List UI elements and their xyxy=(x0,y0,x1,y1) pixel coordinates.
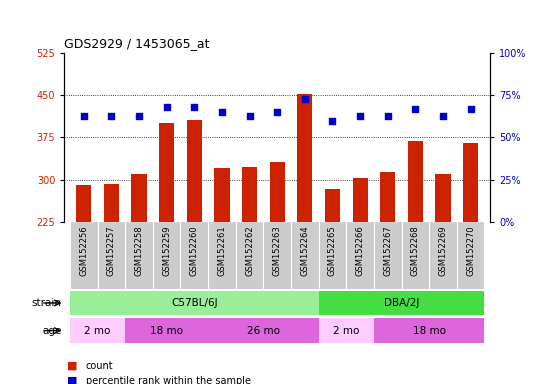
Bar xyxy=(180,222,208,289)
Text: count: count xyxy=(86,361,113,371)
Point xyxy=(245,113,254,119)
Point xyxy=(438,113,447,119)
Bar xyxy=(125,318,208,343)
Text: GSM152267: GSM152267 xyxy=(383,225,392,276)
Text: GSM152270: GSM152270 xyxy=(466,225,475,276)
Bar xyxy=(263,222,291,289)
Bar xyxy=(186,120,202,222)
Text: 26 mo: 26 mo xyxy=(247,326,280,336)
Bar xyxy=(125,222,153,289)
Point xyxy=(162,104,171,110)
Bar xyxy=(374,318,484,343)
Bar xyxy=(380,172,395,222)
Point xyxy=(80,113,88,119)
Text: GSM152264: GSM152264 xyxy=(300,225,309,276)
Bar xyxy=(70,318,125,343)
Point xyxy=(107,113,116,119)
Text: GSM152265: GSM152265 xyxy=(328,225,337,276)
Bar xyxy=(436,174,451,222)
Text: GSM152268: GSM152268 xyxy=(411,225,420,276)
Point xyxy=(411,106,420,112)
Text: ■: ■ xyxy=(67,361,78,371)
Text: 2 mo: 2 mo xyxy=(85,326,111,336)
Bar xyxy=(214,169,230,222)
Point xyxy=(300,96,309,102)
Bar xyxy=(70,222,97,289)
Text: GDS2929 / 1453065_at: GDS2929 / 1453065_at xyxy=(64,37,210,50)
Text: GSM152262: GSM152262 xyxy=(245,225,254,276)
Bar xyxy=(153,222,180,289)
Text: GSM152263: GSM152263 xyxy=(273,225,282,276)
Bar xyxy=(408,141,423,222)
Text: GSM152269: GSM152269 xyxy=(438,225,447,276)
Bar xyxy=(457,222,484,289)
Point xyxy=(134,113,143,119)
Point xyxy=(466,106,475,112)
Text: GSM152258: GSM152258 xyxy=(134,225,143,276)
Bar xyxy=(374,222,402,289)
Text: GSM152260: GSM152260 xyxy=(190,225,199,276)
Bar xyxy=(402,222,429,289)
Text: C57BL/6J: C57BL/6J xyxy=(171,298,218,308)
Bar xyxy=(319,222,346,289)
Bar xyxy=(97,222,125,289)
Bar xyxy=(159,123,174,222)
Point xyxy=(383,113,392,119)
Bar xyxy=(346,222,374,289)
Point xyxy=(190,104,199,110)
Bar xyxy=(208,318,319,343)
Bar xyxy=(319,291,484,315)
Bar xyxy=(104,184,119,222)
Point xyxy=(273,109,282,115)
Bar xyxy=(269,162,285,222)
Bar xyxy=(463,143,478,222)
Bar xyxy=(76,185,91,222)
Text: 18 mo: 18 mo xyxy=(150,326,183,336)
Text: ■: ■ xyxy=(67,376,78,384)
Bar xyxy=(352,178,368,222)
Text: age: age xyxy=(42,326,62,336)
Text: strain: strain xyxy=(31,298,62,308)
Point xyxy=(217,109,226,115)
Bar xyxy=(429,222,457,289)
Text: GSM152259: GSM152259 xyxy=(162,225,171,276)
Text: GSM152261: GSM152261 xyxy=(217,225,226,276)
Bar xyxy=(132,174,147,222)
Bar xyxy=(319,318,374,343)
Text: DBA/2J: DBA/2J xyxy=(384,298,419,308)
Bar xyxy=(325,189,340,222)
Point xyxy=(356,113,365,119)
Bar xyxy=(242,167,257,222)
Bar xyxy=(291,222,319,289)
Text: GSM152257: GSM152257 xyxy=(107,225,116,276)
Text: 18 mo: 18 mo xyxy=(413,326,446,336)
Bar xyxy=(236,222,263,289)
Bar xyxy=(70,291,319,315)
Text: GSM152266: GSM152266 xyxy=(356,225,365,276)
Point xyxy=(328,118,337,124)
Text: GSM152256: GSM152256 xyxy=(80,225,88,276)
Bar xyxy=(208,222,236,289)
Text: percentile rank within the sample: percentile rank within the sample xyxy=(86,376,251,384)
Text: 2 mo: 2 mo xyxy=(333,326,360,336)
Bar xyxy=(297,94,312,222)
